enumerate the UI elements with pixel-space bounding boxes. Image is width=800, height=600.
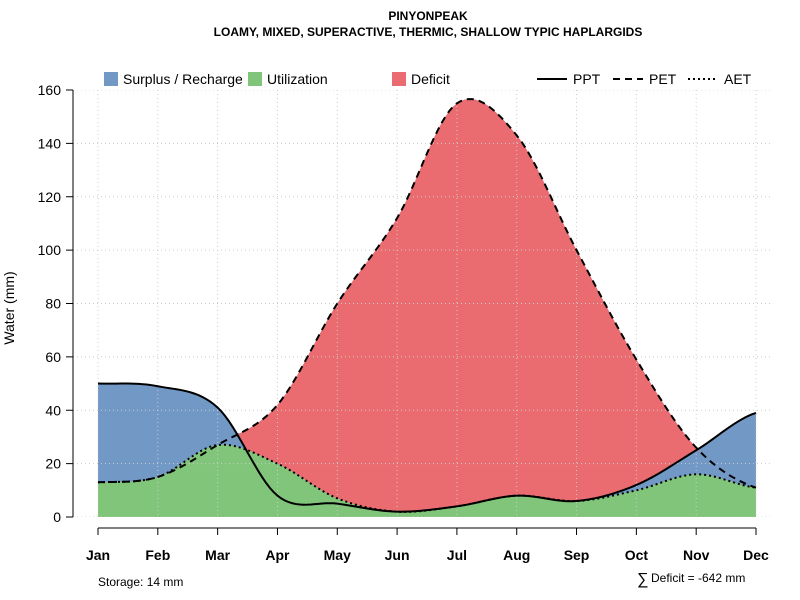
y-tick-label: 40: [45, 402, 61, 418]
y-tick-label: 160: [38, 82, 62, 98]
sum-icon: ∑: [637, 571, 648, 588]
legend-label-deficit: Deficit: [411, 71, 450, 87]
deficit-note: Deficit = -642 mm: [651, 571, 745, 585]
grid-lines: [73, 90, 773, 517]
y-tick-label: 100: [38, 242, 62, 258]
legend-swatch-deficit: [392, 72, 406, 86]
x-tick-label-apr: Apr: [265, 547, 290, 563]
x-tick-label-nov: Nov: [683, 547, 710, 563]
x-tick-label-mar: Mar: [205, 547, 230, 563]
x-axis: Jan Feb Mar Apr May Jun Jul Aug Sep Oct Nov Dec: [86, 527, 769, 563]
x-tick-label-oct: Oct: [625, 547, 649, 563]
y-tick-label: 0: [53, 509, 61, 525]
x-tick-label-jun: Jun: [385, 547, 410, 563]
chart-title: PINYONPEAK: [388, 9, 468, 23]
storage-note: Storage: 14 mm: [98, 575, 183, 589]
y-axis: 0 20 40 60 80 100 120 140 160: [38, 82, 74, 525]
y-axis-label: Water (mm): [1, 271, 17, 344]
y-tick-label: 80: [45, 296, 61, 312]
legend-label-utilization: Utilization: [267, 71, 328, 87]
legend-label-pet: PET: [649, 71, 677, 87]
y-tick-label: 140: [38, 135, 62, 151]
x-tick-label-feb: Feb: [145, 547, 170, 563]
area-utilization: [98, 444, 756, 517]
x-tick-label-may: May: [324, 547, 351, 563]
legend-label-ppt: PPT: [573, 71, 601, 87]
x-tick-label-sep: Sep: [564, 547, 590, 563]
y-tick-label: 20: [45, 456, 61, 472]
x-tick-label-jul: Jul: [447, 547, 467, 563]
plot-area: [73, 90, 773, 517]
legend-swatch-utilization: [248, 72, 262, 86]
legend: Surplus / Recharge Utilization Deficit P…: [104, 71, 752, 87]
pet-line: [97, 98, 757, 489]
y-tick-label: 60: [45, 349, 61, 365]
aet-line: [97, 443, 757, 513]
legend-swatch-surplus: [104, 72, 118, 86]
legend-label-aet: AET: [724, 71, 752, 87]
ppt-line: [97, 382, 757, 513]
x-tick-label-aug: Aug: [503, 547, 530, 563]
area-deficit: [98, 99, 756, 512]
x-tick-label-jan: Jan: [86, 547, 110, 563]
legend-label-surplus: Surplus / Recharge: [123, 71, 243, 87]
chart-subtitle: LOAMY, MIXED, SUPERACTIVE, THERMIC, SHAL…: [214, 25, 643, 39]
y-tick-label: 120: [38, 189, 62, 205]
x-tick-label-dec: Dec: [743, 547, 769, 563]
